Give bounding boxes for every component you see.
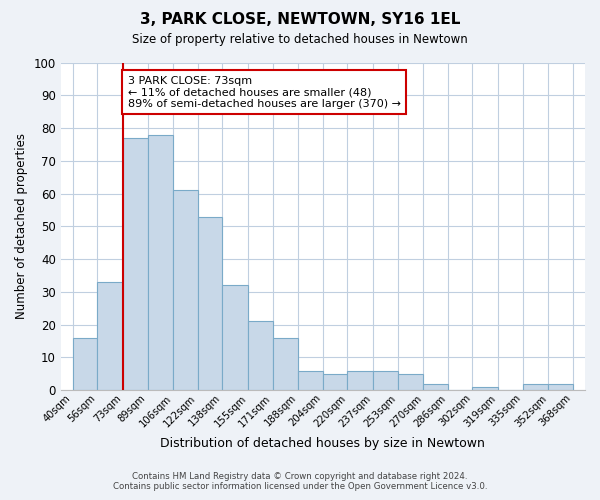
Bar xyxy=(298,370,323,390)
Y-axis label: Number of detached properties: Number of detached properties xyxy=(15,134,28,320)
Text: 3 PARK CLOSE: 73sqm
← 11% of detached houses are smaller (48)
89% of semi-detach: 3 PARK CLOSE: 73sqm ← 11% of detached ho… xyxy=(128,76,401,109)
Bar xyxy=(173,190,198,390)
Bar xyxy=(222,286,248,391)
Bar xyxy=(472,387,498,390)
Bar xyxy=(248,322,272,390)
Bar xyxy=(398,374,424,390)
Bar xyxy=(73,338,97,390)
Bar xyxy=(323,374,347,390)
Bar xyxy=(347,370,373,390)
X-axis label: Distribution of detached houses by size in Newtown: Distribution of detached houses by size … xyxy=(160,437,485,450)
Text: Contains HM Land Registry data © Crown copyright and database right 2024.
Contai: Contains HM Land Registry data © Crown c… xyxy=(113,472,487,491)
Bar xyxy=(272,338,298,390)
Bar xyxy=(148,134,173,390)
Bar xyxy=(123,138,148,390)
Text: Size of property relative to detached houses in Newtown: Size of property relative to detached ho… xyxy=(132,32,468,46)
Bar xyxy=(424,384,448,390)
Bar xyxy=(523,384,548,390)
Bar xyxy=(373,370,398,390)
Bar xyxy=(198,216,222,390)
Bar xyxy=(548,384,573,390)
Text: 3, PARK CLOSE, NEWTOWN, SY16 1EL: 3, PARK CLOSE, NEWTOWN, SY16 1EL xyxy=(140,12,460,28)
Bar xyxy=(97,282,123,391)
